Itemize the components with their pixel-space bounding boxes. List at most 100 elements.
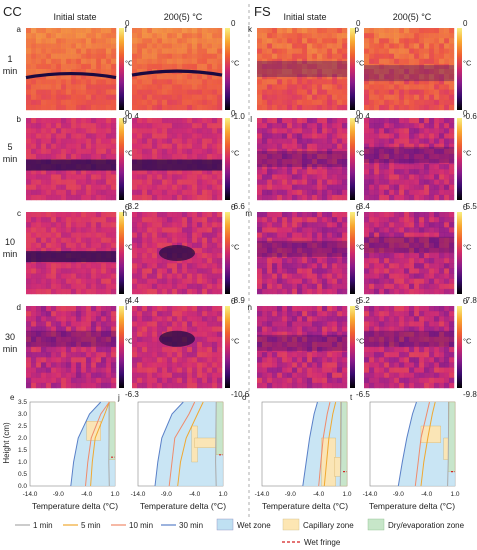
row-time: 5 <box>7 142 12 152</box>
heatmap-cell <box>61 232 67 238</box>
heatmap-cell <box>297 237 303 244</box>
heatmap-cell <box>217 33 223 39</box>
heatmap-cell <box>272 194 278 201</box>
heatmap-cell <box>202 288 208 295</box>
heatmap-cell <box>419 33 425 39</box>
heatmap-cell <box>322 138 328 144</box>
heatmap-cell <box>429 336 435 343</box>
heatmap-cell <box>142 247 148 254</box>
heatmap-cell <box>56 123 62 129</box>
heatmap-cell <box>81 362 87 368</box>
heatmap-cell <box>444 341 450 348</box>
heatmap-cell <box>444 268 450 274</box>
heatmap-cell <box>81 217 87 223</box>
heatmap-cell <box>317 222 323 228</box>
heatmap-cell <box>312 336 318 343</box>
heatmap-cell <box>374 159 380 165</box>
heatmap-cell <box>439 283 445 290</box>
heatmap-cell <box>312 148 318 155</box>
heatmap-cell <box>132 179 138 185</box>
heatmap-cell <box>137 148 143 155</box>
heatmap-cell <box>81 133 87 139</box>
heatmap-cell <box>272 74 278 80</box>
heatmap-cell <box>71 237 77 244</box>
heatmap-cell <box>177 278 183 285</box>
heatmap-cell <box>187 341 193 348</box>
heatmap-cell <box>86 28 92 34</box>
heatmap-cell <box>46 222 52 228</box>
heatmap-cell <box>172 357 178 363</box>
heatmap-cell <box>217 174 223 180</box>
heatmap-cell <box>399 288 405 295</box>
heatmap-cell <box>101 326 107 332</box>
heatmap-cell <box>192 311 198 317</box>
heatmap-cell <box>364 143 370 150</box>
heatmap-cell <box>182 74 188 80</box>
heatmap-cell <box>56 263 62 269</box>
heatmap-cell <box>307 222 313 228</box>
heatmap-cell <box>414 164 420 170</box>
heatmap-cell <box>364 153 370 160</box>
heatmap-cell <box>257 352 263 358</box>
heatmap-cell <box>167 237 173 244</box>
heatmap-cell <box>439 148 445 155</box>
heatmap-cell <box>419 326 425 332</box>
heatmap-cell <box>76 217 82 223</box>
heatmap-cell <box>76 99 82 106</box>
heatmap-cell <box>439 69 445 75</box>
heatmap-cell <box>404 288 410 295</box>
heatmap-cell <box>207 217 213 223</box>
heatmap-cell <box>394 164 400 170</box>
heatmap-cell <box>152 104 158 111</box>
heatmap-cell <box>449 268 455 274</box>
heatmap-cell <box>162 222 168 228</box>
heatmap-cell <box>56 128 62 134</box>
heatmap-cell <box>56 89 62 95</box>
heatmap-cell <box>46 227 52 233</box>
heatmap-cell <box>132 84 138 90</box>
heatmap-cell <box>342 89 348 95</box>
heatmap-cell <box>187 377 193 384</box>
heatmap-cell <box>172 133 178 139</box>
heatmap-cell <box>212 316 218 322</box>
heatmap-cell <box>439 58 445 65</box>
heatmap-cell <box>217 94 223 101</box>
heatmap-cell <box>36 336 42 343</box>
heatmap-cell <box>409 316 415 322</box>
heatmap-cell <box>379 63 385 70</box>
heatmap-cell <box>71 357 77 363</box>
heatmap-cell <box>61 38 67 44</box>
heatmap-cell <box>152 382 158 389</box>
heatmap-cell <box>41 63 47 70</box>
heatmap-cell <box>157 133 163 139</box>
heatmap-cell <box>46 232 52 238</box>
heatmap-cell <box>76 232 82 238</box>
heatmap-cell <box>86 138 92 144</box>
heatmap-cell <box>342 357 348 363</box>
heatmap-cell <box>257 189 263 196</box>
heatmap-cell <box>182 174 188 180</box>
heatmap-cell <box>444 222 450 228</box>
heatmap-cell <box>394 377 400 384</box>
heatmap-cell <box>262 143 268 150</box>
heatmap-cell <box>394 38 400 44</box>
heatmap-cell <box>287 79 293 85</box>
heatmap-cell <box>96 263 102 269</box>
heatmap-cell <box>399 33 405 39</box>
heatmap-cell <box>434 258 440 264</box>
heatmap-cell <box>172 268 178 274</box>
heatmap-cell <box>76 74 82 80</box>
heatmap-cell <box>327 372 333 379</box>
heatmap-cell <box>111 69 117 75</box>
heatmap-cell <box>307 58 313 65</box>
heatmap-cell <box>449 316 455 322</box>
heatmap-cell <box>364 138 370 144</box>
heatmap-cell <box>302 367 308 373</box>
heatmap-cell <box>91 357 97 363</box>
heatmap-cell <box>106 63 112 70</box>
heatmap-cell <box>379 372 385 379</box>
heatmap-cell <box>297 123 303 129</box>
heatmap-cell <box>444 148 450 155</box>
heatmap-cell <box>91 153 97 160</box>
heatmap-cell <box>307 99 313 106</box>
